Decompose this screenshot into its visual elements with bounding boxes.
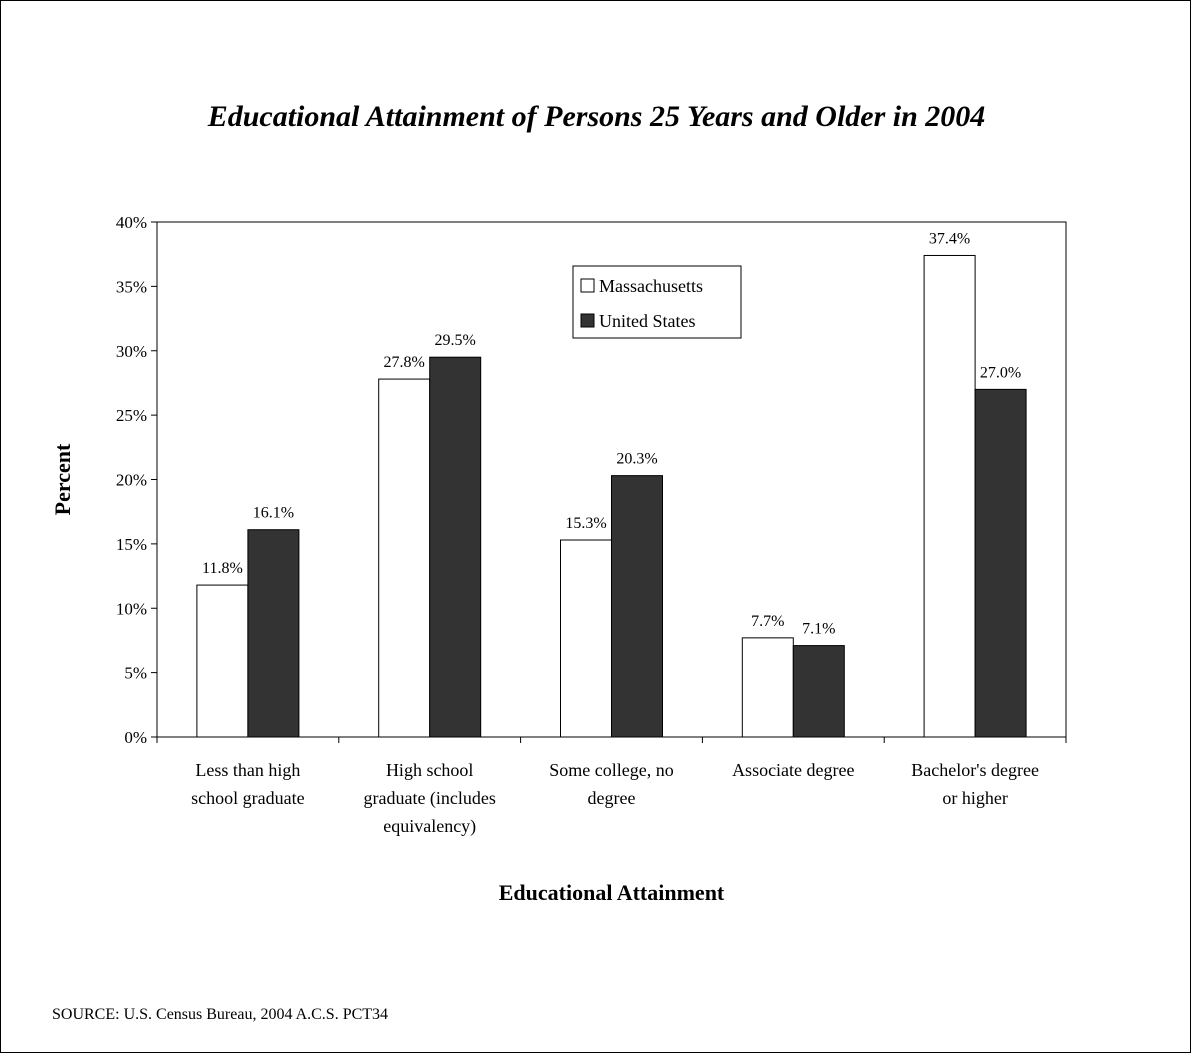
y-tick-label: 5%	[124, 664, 147, 683]
legend-label: Massachusetts	[599, 276, 703, 296]
y-tick-label: 20%	[116, 471, 147, 490]
bar-massachusetts	[560, 539, 612, 738]
data-label: 7.1%	[802, 621, 835, 638]
data-label: 20.3%	[616, 451, 657, 468]
bar-united-states	[974, 388, 1027, 738]
data-label: 16.1%	[253, 505, 294, 522]
bar-united-states	[611, 475, 663, 738]
legend-box	[572, 265, 742, 339]
source-note: SOURCE: U.S. Census Bureau, 2004 A.C.S. …	[52, 1006, 389, 1023]
data-label: 15.3%	[565, 515, 606, 532]
legend-label: United States	[599, 311, 696, 331]
data-label: 29.5%	[435, 332, 476, 349]
x-tick-label: Associate degree	[732, 760, 854, 780]
y-tick-label: 15%	[116, 535, 147, 554]
x-tick-label: graduate (includes	[363, 788, 495, 809]
data-label: 11.8%	[202, 560, 243, 577]
y-tick-label: 40%	[116, 213, 147, 232]
x-tick-label: Less than high	[195, 760, 300, 780]
data-label: 37.4%	[929, 230, 970, 247]
bar-massachusetts	[741, 637, 794, 738]
bar-united-states	[792, 645, 845, 738]
x-tick-label: High school	[386, 760, 474, 780]
legend-swatch	[580, 313, 595, 328]
bar-united-states	[247, 529, 300, 738]
bar-united-states	[429, 356, 482, 738]
bar-chart: 0% 5% 10% 15% 20% 25% 30% 35% 40% Percent Less tha…	[50, 213, 1067, 905]
x-tick-label: school graduate	[191, 788, 304, 808]
y-axis-label: Percent	[50, 443, 75, 515]
chart-axes: 0% 5% 10% 15% 20% 25% 30% 35% 40% Percent Less tha…	[50, 213, 1067, 905]
bar-massachusetts	[196, 584, 249, 738]
x-tick-label: degree	[588, 788, 636, 808]
x-tick-label: Bachelor's degree	[911, 760, 1039, 780]
y-tick-label: 25%	[116, 406, 147, 425]
x-tick-label: Some college, no	[549, 760, 673, 780]
chart-title: Educational Attainment of Persons 25 Yea…	[207, 100, 986, 133]
bar-massachusetts	[378, 378, 431, 738]
data-label: 7.7%	[751, 613, 784, 630]
x-tick-label: or higher	[942, 788, 1007, 808]
data-label: 27.0%	[980, 364, 1021, 381]
chart-legend: Massachusetts United States	[572, 265, 742, 339]
legend-swatch	[580, 278, 595, 293]
y-tick-label: 35%	[116, 277, 147, 296]
y-tick-label: 30%	[116, 342, 147, 361]
x-axis-label: Educational Attainment	[499, 880, 725, 905]
chart-labels: 11.8% 16.1% 27.8% 29.5% 15.3% 20.3% 7.7% 7.1% 37…	[202, 230, 1021, 637]
y-tick-label: 10%	[116, 599, 147, 618]
y-tick-label: 0%	[124, 728, 147, 747]
data-label: 27.8%	[384, 354, 425, 371]
x-tick-label: equivalency)	[383, 816, 476, 837]
chart-bars	[196, 254, 1027, 738]
bar-massachusetts	[923, 254, 976, 738]
